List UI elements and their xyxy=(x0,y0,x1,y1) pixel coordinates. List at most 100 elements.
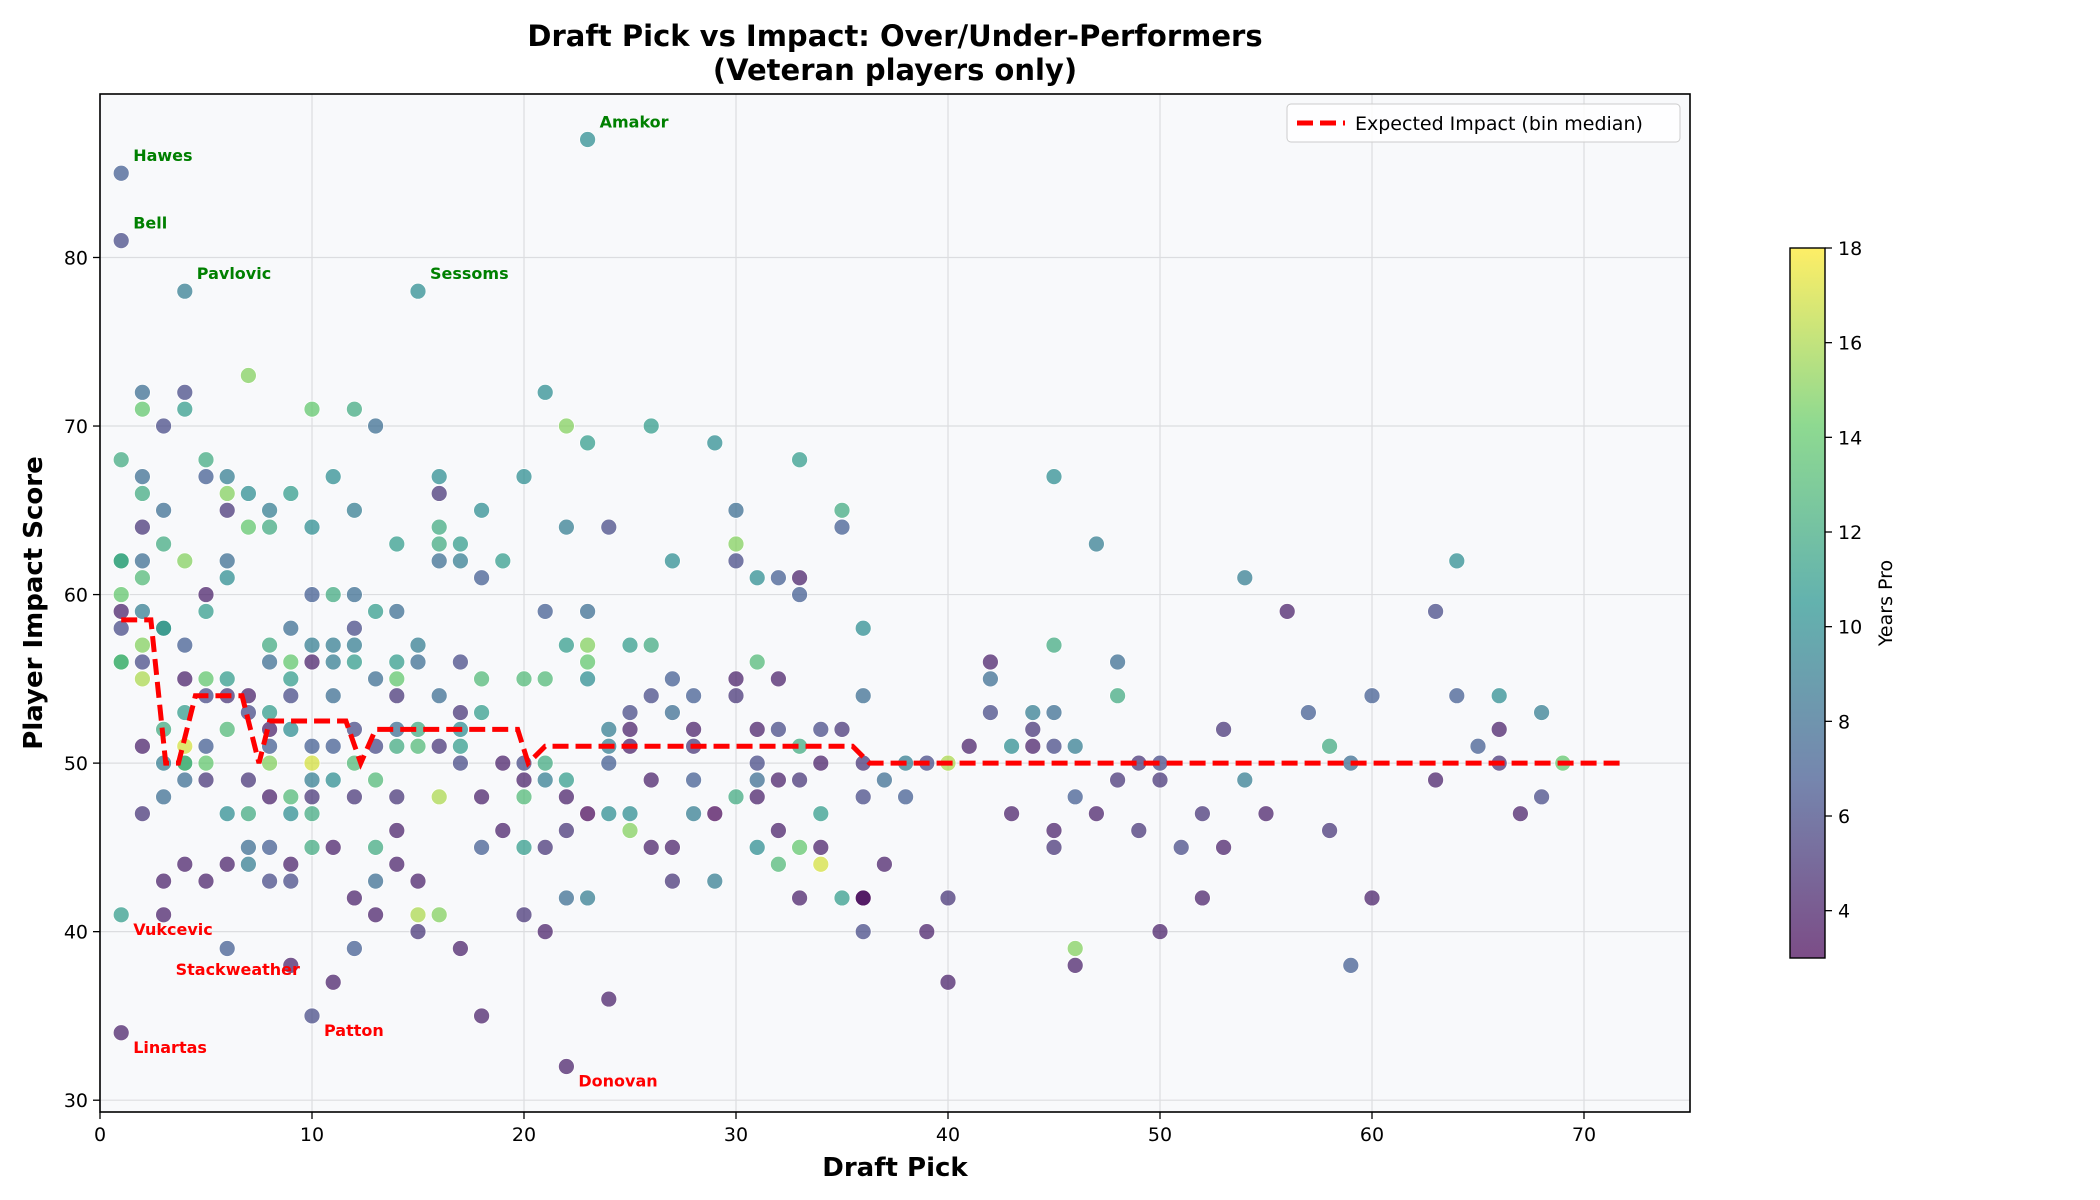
player-point xyxy=(430,906,448,924)
player-point xyxy=(1130,822,1148,839)
player-point xyxy=(155,872,173,890)
player-point xyxy=(282,855,300,873)
player-point xyxy=(451,535,469,553)
player-point xyxy=(1088,805,1105,823)
annotation-over-performer: Sessoms xyxy=(430,264,509,283)
player-point xyxy=(367,771,385,789)
player-point xyxy=(579,653,596,671)
player-point xyxy=(303,754,321,772)
player-point xyxy=(558,822,575,839)
player-point xyxy=(558,1058,575,1075)
player-point xyxy=(536,838,554,856)
player-point xyxy=(133,737,151,755)
player-point xyxy=(473,569,491,587)
player-point xyxy=(451,704,469,721)
player-point xyxy=(854,788,872,806)
annotation-over-performer: Amakor xyxy=(600,113,669,132)
player-point xyxy=(324,737,342,755)
player-point xyxy=(261,518,279,536)
player-point xyxy=(388,822,406,839)
player-point xyxy=(600,990,618,1008)
player-point xyxy=(133,552,151,570)
player-point xyxy=(558,636,575,654)
player-point xyxy=(155,417,173,435)
y-tick-label: 30 xyxy=(64,1090,88,1112)
player-point xyxy=(770,771,787,789)
player-point xyxy=(1045,822,1063,839)
player-point xyxy=(409,737,427,755)
player-point xyxy=(345,653,363,671)
player-point xyxy=(727,501,745,519)
y-tick-label: 70 xyxy=(64,416,88,438)
annotation-under-performer: Donovan xyxy=(578,1071,657,1090)
x-tick-label: 20 xyxy=(512,1124,536,1146)
player-point xyxy=(218,940,236,957)
annotation-over-performer: Bell xyxy=(133,214,167,233)
player-point xyxy=(155,619,173,637)
player-point xyxy=(282,670,300,688)
player-point xyxy=(1045,838,1063,856)
player-point xyxy=(303,805,321,823)
player-point xyxy=(621,704,639,721)
player-point xyxy=(642,636,660,654)
colorbar-tick-label: 8 xyxy=(1838,711,1850,733)
player-point xyxy=(1024,704,1042,721)
player-point xyxy=(1363,687,1381,705)
player-point xyxy=(112,619,130,637)
player-point xyxy=(303,636,321,654)
colorbar-gradient xyxy=(1789,247,1826,959)
player-point xyxy=(324,838,342,856)
player-point xyxy=(791,838,808,856)
player-point xyxy=(430,535,448,553)
player-point xyxy=(642,838,660,856)
player-point xyxy=(748,721,766,738)
player-point xyxy=(218,501,236,519)
player-point xyxy=(854,923,872,941)
player-point xyxy=(112,653,130,671)
player-point xyxy=(303,518,321,536)
player-point xyxy=(303,737,321,755)
player-point xyxy=(1257,805,1275,823)
player-point xyxy=(324,771,342,789)
player-point xyxy=(197,468,215,485)
player-point xyxy=(430,788,448,806)
annotation-over-performer: Pavlovic xyxy=(197,264,271,283)
player-point xyxy=(239,485,257,502)
player-point xyxy=(282,687,300,705)
colorbar-tick-label: 16 xyxy=(1838,333,1862,355)
player-point xyxy=(261,653,279,671)
player-point xyxy=(600,754,618,772)
player-point xyxy=(642,771,660,789)
player-point xyxy=(112,603,130,620)
player-point xyxy=(197,771,215,789)
player-point xyxy=(388,737,406,755)
player-point xyxy=(261,872,279,890)
player-point xyxy=(197,451,215,469)
player-point xyxy=(324,636,342,654)
player-point xyxy=(1045,636,1063,654)
player-point xyxy=(748,788,766,806)
player-point xyxy=(770,670,787,688)
player-point xyxy=(303,400,321,418)
x-tick-label: 40 xyxy=(936,1124,960,1146)
player-point xyxy=(282,653,300,671)
annotation-under-performer: Vukcevic xyxy=(133,920,213,939)
player-point xyxy=(494,552,512,570)
player-point xyxy=(133,636,151,654)
player-point xyxy=(239,771,257,789)
player-point xyxy=(239,518,257,536)
player-point xyxy=(1003,805,1020,823)
player-point xyxy=(155,788,173,806)
player-point xyxy=(176,771,194,789)
player-point xyxy=(833,518,851,536)
player-point xyxy=(1066,788,1084,806)
player-point xyxy=(367,906,385,924)
player-point xyxy=(197,670,215,688)
y-tick-label: 40 xyxy=(64,922,88,944)
player-point xyxy=(367,670,385,688)
player-point xyxy=(473,501,491,519)
player-point xyxy=(324,653,342,671)
x-tick-label: 30 xyxy=(724,1124,748,1146)
player-point xyxy=(642,417,660,435)
player-point xyxy=(261,501,279,519)
